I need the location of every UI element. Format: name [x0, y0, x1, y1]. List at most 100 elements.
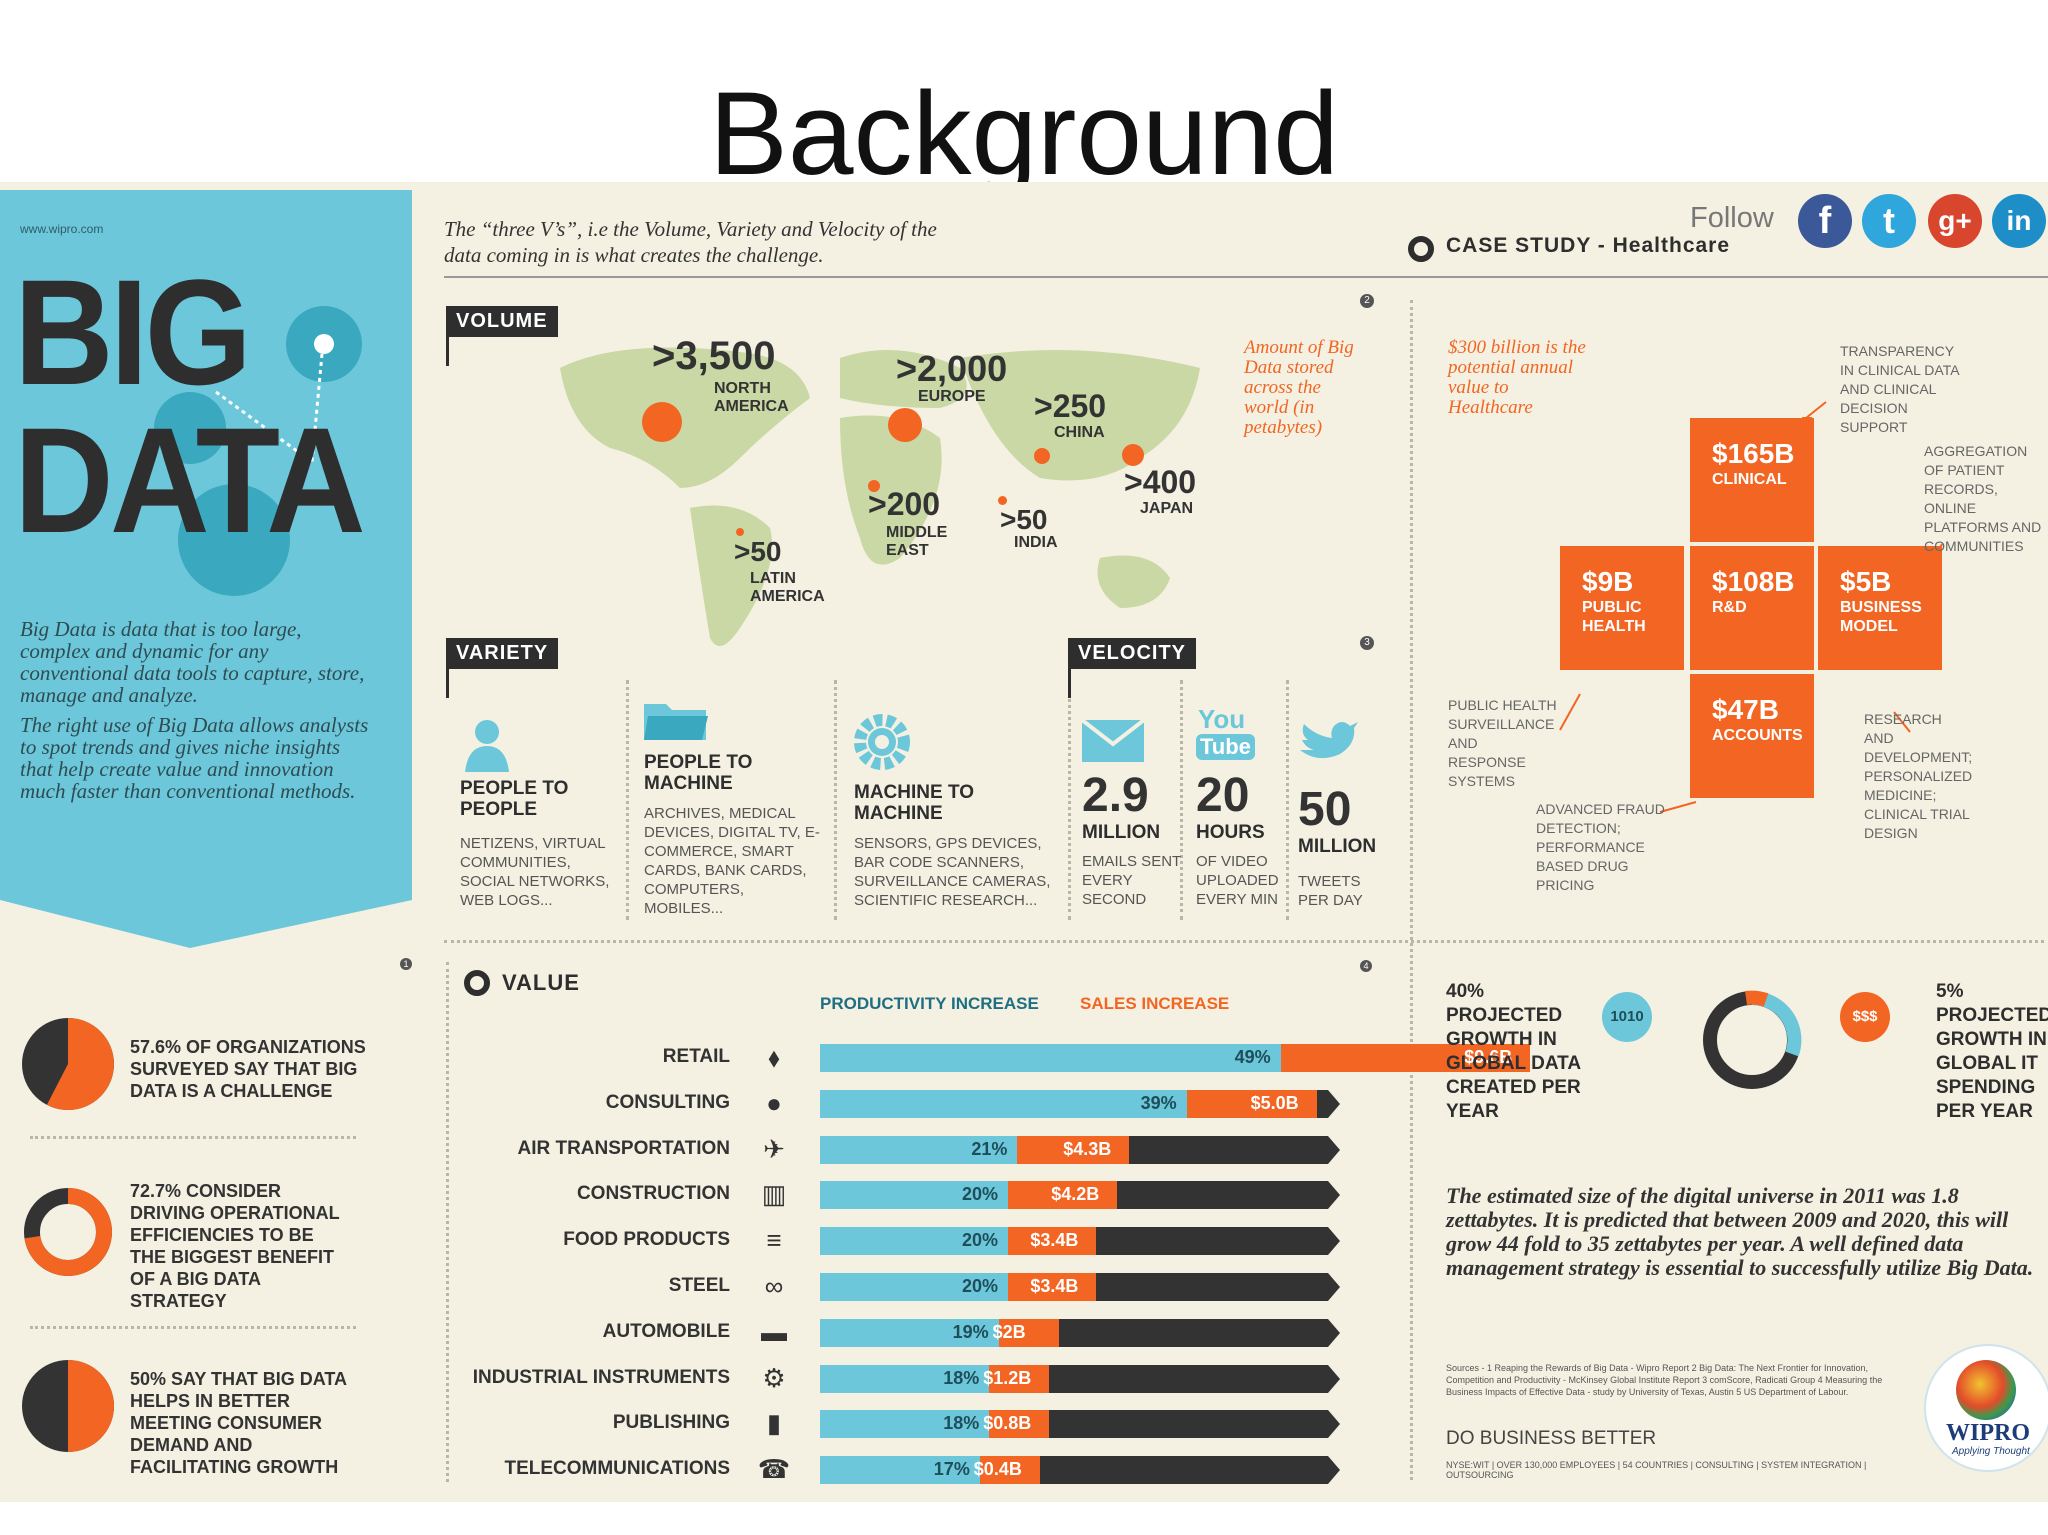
industry-label: STEEL	[668, 1275, 730, 1296]
hero-data: DATA	[14, 396, 366, 564]
twitter-icon[interactable]: t	[1862, 194, 1916, 248]
sales-bar	[988, 1318, 1059, 1347]
bar-tip	[1328, 1227, 1340, 1256]
productivity-label: 18%	[943, 1413, 980, 1434]
industry-label: RETAIL	[662, 1046, 730, 1067]
productivity-bar	[820, 1181, 1008, 1210]
book-icon: ▮	[766, 1408, 782, 1439]
footnote-marker: 1	[400, 958, 412, 970]
value-bar-row: INDUSTRIAL INSTRUMENTS ⚙ 18% $1.2B	[400, 1363, 1340, 1393]
world-map	[560, 347, 1200, 646]
productivity-label: 20%	[962, 1276, 999, 1296]
footer-text: NYSE:WIT | OVER 130,000 EMPLOYEES | 54 C…	[1446, 1460, 1867, 1480]
productivity-bar	[820, 1364, 990, 1393]
food-icon: ≡	[766, 1225, 782, 1256]
industry-label: AIR TRANSPORTATION	[517, 1137, 730, 1159]
bar-tip	[1328, 1456, 1340, 1485]
car-icon: ▬	[761, 1316, 787, 1347]
stat-text: 57.6% OF ORGANIZATIONS SURVEYED SAY THAT…	[130, 1037, 366, 1101]
healthcare-annotation: TRANSPARENCY IN CLINICAL DATA AND CLINIC…	[1840, 343, 1959, 435]
middle-east-value: >200	[868, 486, 941, 522]
industry-label: TELECOMMUNICATIONS	[504, 1458, 730, 1480]
footnote-marker: 4	[1360, 960, 1372, 972]
universe-text: The estimated size of the digital univer…	[1446, 1183, 2034, 1280]
google-plus-icon[interactable]: g+	[1928, 194, 1982, 248]
velocity-unit: HOURS	[1196, 822, 1265, 843]
sales-label: $4.3B	[1063, 1138, 1112, 1159]
china-label: CHINA	[1054, 424, 1105, 441]
follow-label: Follow	[1690, 202, 1774, 234]
facebook-icon[interactable]: f	[1798, 194, 1852, 248]
stat-pie-slice	[68, 1360, 114, 1452]
bar-tip	[1328, 1135, 1340, 1164]
site-url[interactable]: www.wipro.com	[20, 222, 104, 236]
healthcare-annotation: ADVANCED FRAUD DETECTION; PERFORMANCE BA…	[1536, 801, 1665, 893]
europe-value: >2,000	[896, 348, 1008, 389]
middle-east-label: MIDDLE EAST	[886, 524, 948, 559]
sales-label: $3.4B	[1030, 1276, 1079, 1296]
sales-label: $5.0B	[1250, 1092, 1299, 1113]
north-america-value: >3,500	[652, 334, 776, 378]
variety-title: PEOPLE TO MACHINE	[644, 752, 753, 794]
industry-label: FOOD PRODUCTS	[563, 1229, 730, 1251]
india-label: INDIA	[1014, 534, 1058, 551]
sales-bar	[979, 1410, 1050, 1439]
sales-bar	[969, 1456, 1040, 1485]
twitter-bird-icon	[1300, 722, 1358, 759]
youtube-you: You	[1198, 704, 1246, 734]
healthcare-annotation: RESEARCH AND DEVELOPMENT; PERSONALIZED M…	[1864, 711, 1973, 841]
speech-bubble-icon: ●	[766, 1087, 782, 1118]
productivity-bar	[820, 1135, 1018, 1164]
chain-icon: ∞	[764, 1271, 784, 1301]
productivity-label: 20%	[962, 1230, 999, 1251]
bar-tip	[1328, 1089, 1340, 1118]
airplane-icon: ✈	[763, 1133, 785, 1164]
productivity-bar	[820, 1089, 1187, 1118]
growth-ring	[1703, 990, 1802, 1089]
value-bar-row: RETAIL ⬧ 49% $9.6B	[400, 1042, 1531, 1072]
productivity-bar	[820, 1456, 980, 1485]
velocity-value: 20	[1196, 769, 1250, 822]
industry-label: CONSTRUCTION	[576, 1183, 730, 1205]
productivity-label: 49%	[1234, 1047, 1271, 1067]
sales-bar	[1007, 1135, 1130, 1164]
sales-label: $0.4B	[973, 1459, 1022, 1480]
sales-bar	[998, 1273, 1097, 1301]
productivity-label: 19%	[952, 1321, 989, 1342]
value-bar-row: PUBLISHING ▮ 18% $0.8B	[400, 1408, 1340, 1439]
binary-badge: 1010	[1602, 992, 1652, 1042]
sources-text: Sources - 1 Reaping the Rewards of Big D…	[1446, 1363, 1883, 1397]
europe-label: EUROPE	[918, 388, 986, 405]
youtube-tube: Tube	[1196, 734, 1255, 760]
stat-pie-slice	[46, 1018, 114, 1110]
latin-america-dot	[736, 528, 744, 536]
stat-donut-fill	[24, 1188, 112, 1276]
bar-tip	[1328, 1410, 1340, 1439]
sales-bar	[998, 1181, 1118, 1210]
productivity-bar	[820, 1044, 1281, 1072]
left-banner	[0, 190, 412, 948]
sales-bar	[1270, 1044, 1531, 1072]
bar-tip	[1328, 1273, 1340, 1301]
healthcare-note: $300 billion is the potential annual val…	[1448, 337, 1586, 418]
slide-title: Background	[709, 78, 1339, 182]
sales-bar	[979, 1364, 1050, 1393]
japan-label: JAPAN	[1140, 500, 1194, 517]
japan-value: >400	[1124, 464, 1197, 500]
annotation-lines	[1559, 401, 1943, 813]
phone-icon: ☎	[757, 1454, 791, 1485]
velocity-value: 50	[1298, 783, 1352, 836]
growth-right: 5% PROJECTED GROWTH IN GLOBAL IT SPENDIN…	[1936, 981, 2048, 1122]
productivity-bar	[820, 1410, 990, 1439]
latin-america-value: >50	[734, 536, 782, 567]
linkedin-icon[interactable]: in	[1992, 194, 2046, 248]
legend-productivity: PRODUCTIVITY INCREASE	[820, 994, 1039, 1013]
velocity-value: 2.9	[1082, 769, 1149, 822]
stat-text: 50% SAY THAT BIG DATA HELPS IN BETTER ME…	[130, 1369, 347, 1477]
infographic: www.wipro.com BIG DATA Big Data is data …	[0, 182, 2048, 1502]
chip-rnd: $108B R&D	[1690, 546, 1814, 670]
sales-bar	[1176, 1089, 1317, 1118]
productivity-bar	[820, 1227, 1008, 1256]
value-bullet	[464, 970, 490, 996]
value-tag: VALUE	[502, 970, 580, 995]
